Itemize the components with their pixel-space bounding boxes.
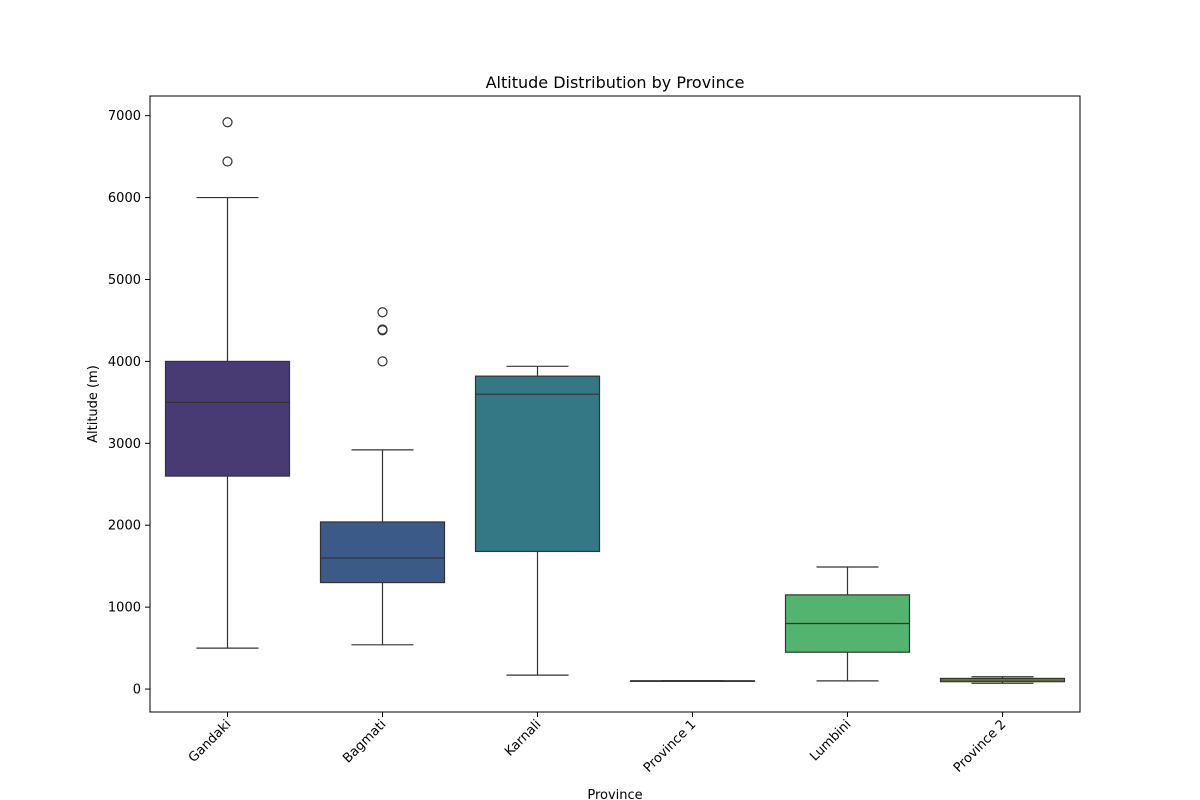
y-tick-label: 3000 bbox=[108, 437, 141, 452]
box-group-lumbini bbox=[784, 566, 911, 682]
y-tick-label: 5000 bbox=[108, 273, 141, 288]
box-iqr bbox=[319, 521, 446, 584]
outlier-point bbox=[377, 356, 388, 367]
plot-frame bbox=[149, 95, 1081, 713]
x-tick-label: Gandaki bbox=[186, 717, 235, 766]
y-tick-label: 7000 bbox=[108, 109, 141, 124]
x-tick-label: Bagmati bbox=[340, 717, 389, 766]
box-group-karnali bbox=[474, 365, 601, 676]
box-group-bagmati bbox=[319, 307, 446, 646]
y-tick-label: 0 bbox=[133, 683, 141, 698]
y-tick-label: 1000 bbox=[108, 601, 141, 616]
box-group-gandaki bbox=[164, 117, 291, 649]
y-tick-label: 2000 bbox=[108, 519, 141, 534]
y-tick-label: 6000 bbox=[108, 191, 141, 206]
y-tick-label: 4000 bbox=[108, 355, 141, 370]
box-iqr bbox=[164, 360, 291, 477]
outlier-point bbox=[222, 156, 233, 167]
y-axis: 0 1000 2000 3000 4000 5000 6000 7000 bbox=[108, 109, 150, 698]
x-tick-label: Province 2 bbox=[951, 717, 1009, 775]
outlier-point bbox=[222, 117, 233, 128]
box-group-province-2 bbox=[939, 676, 1066, 684]
chart-title: Altitude Distribution by Province bbox=[486, 73, 745, 92]
outlier-point bbox=[377, 324, 388, 335]
x-tick-label: Lumbini bbox=[807, 717, 854, 764]
x-tick-label: Province 1 bbox=[641, 717, 699, 775]
y-axis-label: Altitude (m) bbox=[86, 365, 101, 443]
x-tick-label: Karnali bbox=[502, 717, 544, 759]
box-group-province-1 bbox=[629, 680, 756, 682]
x-axis: Gandaki Bagmati Karnali Province 1 Lumbini Pr… bbox=[186, 712, 1009, 776]
outlier-point bbox=[377, 307, 388, 318]
box-iqr bbox=[474, 375, 601, 553]
x-axis-label: Province bbox=[587, 788, 642, 800]
plot-area bbox=[149, 95, 1081, 713]
